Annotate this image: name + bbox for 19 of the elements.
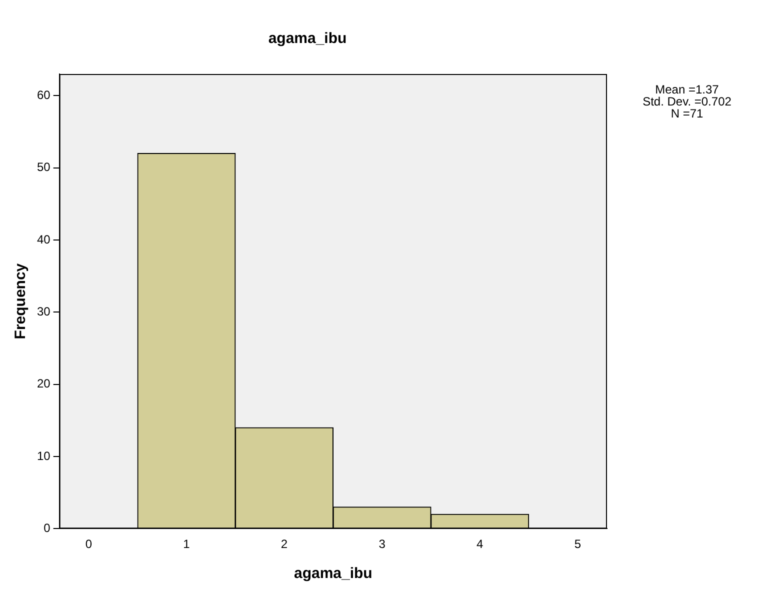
y-tick-label: 40: [36, 232, 51, 246]
x-tick-label: 1: [183, 537, 190, 552]
y-tick-label: 50: [36, 160, 51, 174]
x-tick-label: 5: [574, 537, 582, 552]
x-tick-label: 3: [378, 537, 386, 552]
x-tick-label: 4: [476, 537, 484, 552]
y-tick-label: 30: [36, 304, 51, 318]
y-tick-label: 0: [44, 520, 51, 535]
text: N =71: [670, 106, 704, 120]
x-axis-title: agama_ibu: [294, 565, 372, 582]
y-tick-label: 10: [36, 448, 51, 463]
y-tick-label: 20: [36, 376, 51, 391]
text: Std. Dev. =0.702: [642, 94, 732, 108]
chart-title: agama_ibu: [268, 30, 347, 48]
text: Mean =1.37: [655, 82, 720, 96]
x-tick-label: 2: [280, 537, 288, 552]
x-tick-label: 0: [85, 537, 92, 552]
y-tick-label: 60: [36, 88, 51, 102]
y-axis-title: Frequency: [12, 262, 30, 340]
